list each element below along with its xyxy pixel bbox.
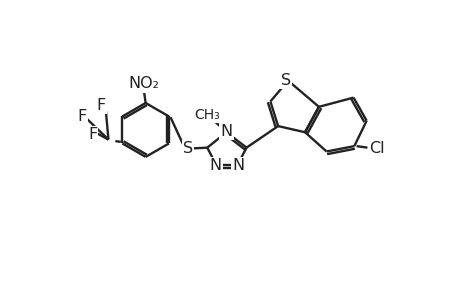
Text: Cl: Cl (369, 141, 384, 156)
Text: N: N (220, 124, 232, 139)
Text: F: F (96, 98, 106, 113)
Text: F: F (77, 109, 86, 124)
Text: NO₂: NO₂ (129, 76, 159, 91)
Text: S: S (183, 141, 193, 156)
Text: F: F (88, 127, 97, 142)
Text: S: S (280, 73, 290, 88)
Text: N: N (209, 158, 221, 173)
Text: CH₃: CH₃ (194, 107, 220, 122)
Text: N: N (231, 158, 244, 173)
